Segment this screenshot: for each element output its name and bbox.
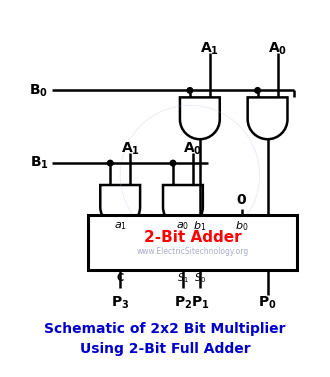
Text: $a_0$: $a_0$ <box>176 220 189 232</box>
Text: $\mathbf{B_0}$: $\mathbf{B_0}$ <box>29 82 49 99</box>
Text: www.ElectricSitechnology.org: www.ElectricSitechnology.org <box>137 247 249 256</box>
Text: $\mathbf{A_0}$: $\mathbf{A_0}$ <box>268 40 287 57</box>
Text: $S_1$: $S_1$ <box>177 271 189 285</box>
Text: $S_0$: $S_0$ <box>194 271 206 285</box>
PathPatch shape <box>180 97 220 139</box>
Text: $\mathbf{P_0}$: $\mathbf{P_0}$ <box>258 294 277 311</box>
Text: 2-Bit Adder: 2-Bit Adder <box>144 230 242 245</box>
Circle shape <box>255 87 260 93</box>
Text: $\mathbf{A_1}$: $\mathbf{A_1}$ <box>200 40 219 57</box>
Text: Using 2-Bit Full Adder: Using 2-Bit Full Adder <box>80 342 250 356</box>
Text: $\mathbf{P_2}$: $\mathbf{P_2}$ <box>174 294 192 311</box>
Circle shape <box>170 160 176 166</box>
Text: $b_1$: $b_1$ <box>193 219 207 233</box>
Text: $b_0$: $b_0$ <box>235 219 248 233</box>
PathPatch shape <box>248 97 287 139</box>
PathPatch shape <box>163 185 203 227</box>
Text: 0: 0 <box>237 193 247 207</box>
Text: $a_1$: $a_1$ <box>114 220 127 232</box>
Bar <box>88 215 297 270</box>
Circle shape <box>108 160 113 166</box>
Text: $\mathbf{P_3}$: $\mathbf{P_3}$ <box>111 294 129 311</box>
Circle shape <box>187 87 193 93</box>
Text: $\mathbf{A_1}$: $\mathbf{A_1}$ <box>121 141 140 157</box>
PathPatch shape <box>100 185 140 227</box>
Text: $\mathbf{B_1}$: $\mathbf{B_1}$ <box>30 155 49 171</box>
Text: $\mathbf{P_1}$: $\mathbf{P_1}$ <box>191 294 209 311</box>
Text: Schematic of 2x2 Bit Multiplier: Schematic of 2x2 Bit Multiplier <box>44 322 286 336</box>
Text: $\mathbf{A_0}$: $\mathbf{A_0}$ <box>183 141 203 157</box>
Text: C: C <box>116 273 124 283</box>
